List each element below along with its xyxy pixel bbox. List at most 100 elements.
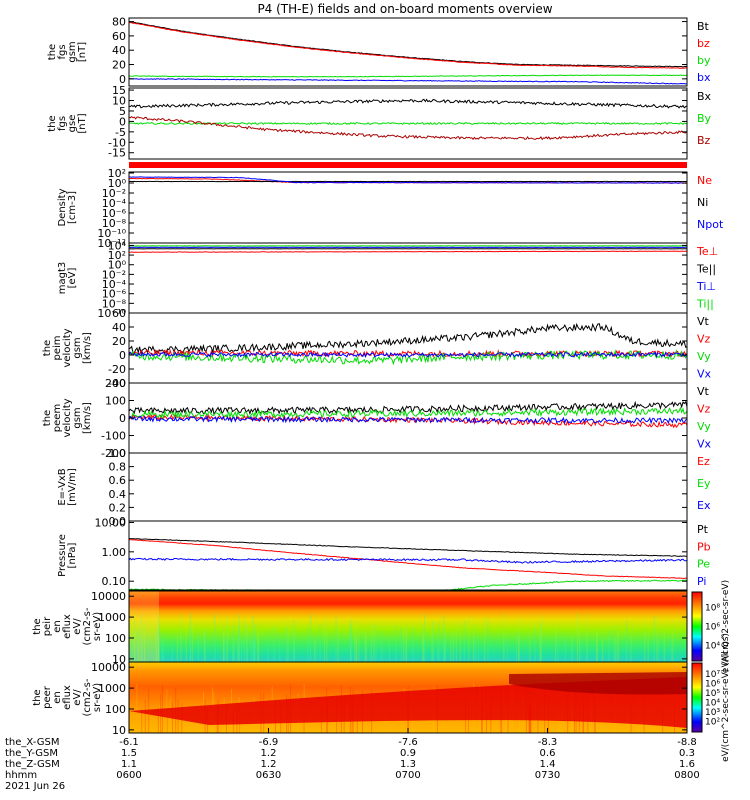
legend-entry: Bx [697,90,712,103]
panel-frame [128,87,688,160]
y-tick-label: 40 [112,44,126,57]
y-tick-label: 60 [112,307,126,320]
heatmap-band-dark [509,672,687,695]
series-line-peem_velocity [128,406,688,420]
legend-entry: bx [697,71,711,84]
y-axis-label: eV/ [72,689,83,706]
colorbar-tick-label: 10⁵ [705,689,720,699]
series-line-temperature [128,250,688,253]
y-axis-label: Pressure [57,534,68,577]
x-row-value: -6.9 [259,737,279,748]
y-tick-label: -10 [108,136,126,149]
y-axis-label: [eV] [67,268,78,289]
y-tick-label: -5 [115,126,126,139]
series-line-fgs_gse [128,121,688,126]
y-axis-label: eflux [62,685,73,710]
y-axis-label: (cm2-s- [82,607,93,645]
panel-frame [128,242,688,314]
panel-peer_eflux: 10 100 1000 10000 the peer en eflux eV/(cm2-s-sr… [32,633,731,762]
y-tick-label: 10⁻¹⁰ [97,227,126,240]
y-tick-label: -200 [101,447,126,460]
y-tick-label: 10.00 [95,516,127,529]
y-axis-label: the [32,618,43,634]
x-row-value: 0600 [116,770,141,781]
colorbar-tick-label: 10⁷ [705,670,720,680]
y-tick-label: 10⁻¹⁰ [97,307,126,320]
y-tick-label: 10⁻² [102,268,126,281]
colorbar-label: eV/(cm^2-sec-sr-eV) [721,580,731,673]
y-tick-label: 80 [112,16,126,29]
y-axis-label: (cm2-s- [82,678,93,716]
y-axis-label: the [32,689,43,705]
y-tick-label: 0 [119,412,126,425]
colorbar-tick-label: 10⁴ [705,698,720,708]
y-axis-label: peir [42,616,53,636]
colorbar-label: eV/(cm^2-sec-sr-eV) (All Qs) [721,633,731,762]
y-tick-label: 10⁻⁴ [102,278,127,291]
y-tick-label: 10⁻⁸ [102,297,127,310]
series-line-pressure [128,579,688,591]
y-tick-label: 1.00 [102,546,127,559]
panel-peem_velocity: -200 -100 0 100 200 the peem velocity gsm [km/s] V… [42,377,712,460]
y-tick-label: 15 [112,84,126,97]
series-line-fgs_gsm [128,74,688,78]
y-axis-label: [km/s] [82,332,93,364]
y-tick-label: 10⁻⁶ [102,288,127,301]
y-axis-label: sr-eV) [92,683,103,712]
y-tick-label: 10² [108,167,126,180]
colorbar-tick-label: 10⁶ [705,679,720,689]
series-line-fgs_gsm [128,78,688,85]
series-line-fgs_gse [128,98,688,109]
y-tick-label: 40 [112,321,126,334]
y-tick-label: 1.0 [109,447,127,460]
y-tick-label: 10000 [91,590,126,603]
figure-title: P4 (TH-E) fields and on-board moments ov… [257,2,552,16]
y-tick-label: 0 [119,115,126,128]
y-axis-label: eV/ [72,618,83,635]
panel-efield: 0.00.20.40.60.81.0 E=-VxB [mV/m] Ez Ey Ex [57,447,711,528]
x-row-value: 1.2 [261,759,277,770]
series-line-fgs_gse [128,115,688,141]
legend-entry: Ex [697,499,711,512]
colorbar-tick-label: 10⁸ [705,604,720,614]
y-axis-label: peer [42,685,53,709]
legend-entry: By [697,112,712,125]
y-tick-label: 10⁻² [102,187,126,200]
y-axis-label: the [47,115,58,131]
legend-entry: Ni [697,196,708,209]
series-line-peim_velocity [128,348,688,358]
panel-frame [128,312,688,384]
legend-entry: Vt [697,315,710,328]
y-axis-label: [km/s] [82,402,93,434]
y-tick-label: 200 [105,377,126,390]
y-axis-label: Density [57,188,68,226]
x-row-value: 1.3 [400,759,416,770]
colorbar-tick-label: 10⁴ [705,642,720,652]
y-axis-label: [nT] [77,42,88,62]
x-row-label: hhmm [5,770,37,781]
legend-entry: Bz [697,134,711,147]
y-tick-label: 0.8 [109,461,127,474]
legend-entry: Te|| [696,263,716,276]
x-axis-annotation: the_X-GSM -6.1 -6.9 -7.6 -8.3 -8.8 the_Y-GSM 1.… [5,728,700,792]
x-row-value: -8.3 [538,737,558,748]
panel-frame [128,452,688,522]
y-axis-label: fgs [57,116,68,131]
x-row-value: -6.1 [119,737,139,748]
series-line-peim_velocity [128,350,688,358]
y-tick-label: -15 [108,147,126,160]
x-row-label: the_X-GSM [5,737,59,748]
x-row-value: 0.3 [679,748,695,759]
x-row-value: 1.2 [261,748,277,759]
series-line-density [129,176,688,184]
y-axis-label: the [47,44,58,60]
series-line-pressure [128,557,688,564]
x-row-value: 0800 [674,770,699,781]
y-axis-label: sr-eV) [92,612,103,641]
y-tick-label: -40 [108,377,126,390]
y-tick-label: 0.10 [102,575,127,588]
y-axis-label: gsm [72,407,83,428]
